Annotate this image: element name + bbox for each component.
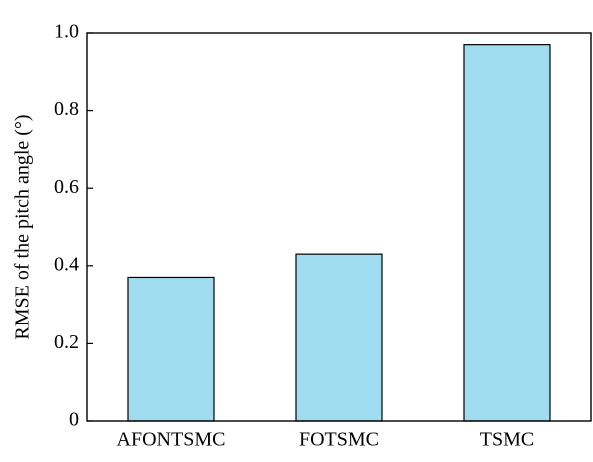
y-axis-label: RMSE of the pitch angle (°) bbox=[12, 114, 34, 339]
plot-frame bbox=[86, 32, 592, 422]
x-tick-label: AFONTSMC bbox=[117, 429, 226, 451]
bar bbox=[295, 253, 383, 422]
x-tick-label: FOTSMC bbox=[299, 429, 379, 451]
x-tick-label: TSMC bbox=[480, 429, 534, 451]
y-tick-label: 0 bbox=[69, 409, 79, 431]
y-tick-label: 0.2 bbox=[54, 331, 79, 353]
bar bbox=[127, 276, 215, 422]
y-tick-label: 0.4 bbox=[54, 253, 79, 275]
y-tick-label: 0.6 bbox=[54, 176, 79, 198]
y-tick-label: 0.8 bbox=[54, 98, 79, 120]
bar bbox=[463, 44, 551, 422]
y-tick-label: 1.0 bbox=[54, 21, 79, 43]
